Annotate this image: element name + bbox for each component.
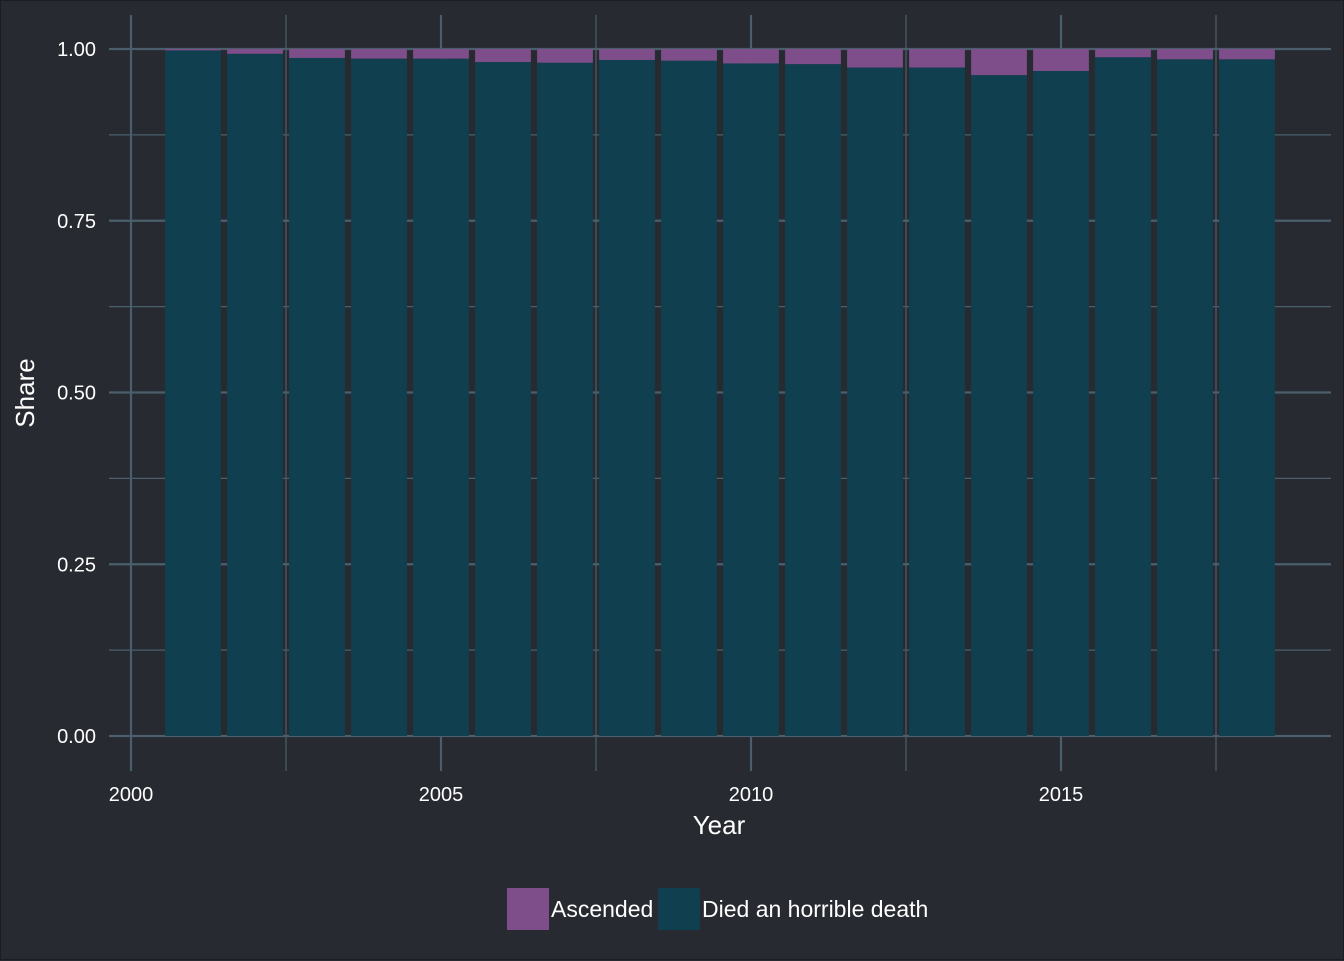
bar-died-an-horrible-death-2010: [723, 63, 779, 736]
bar-ascended-2001: [165, 49, 221, 51]
bar-ascended-2012: [847, 49, 903, 68]
y-tick-label: 0.00: [57, 726, 96, 748]
y-axis-title: Share: [10, 358, 40, 427]
bar-died-an-horrible-death-2008: [599, 59, 655, 736]
bar-ascended-2011: [785, 49, 841, 65]
bar-died-an-horrible-death-2017: [1157, 59, 1213, 737]
y-tick-label: 1.00: [57, 39, 96, 61]
bar-died-an-horrible-death-2018: [1219, 59, 1275, 737]
bar-died-an-horrible-death-2005: [413, 58, 469, 737]
bar-ascended-2003: [289, 49, 345, 58]
bar-ascended-2008: [599, 49, 655, 60]
bar-died-an-horrible-death-2016: [1095, 57, 1151, 736]
legend-label-ascended: Ascended: [551, 896, 653, 922]
bar-ascended-2014: [971, 49, 1027, 76]
bar-died-an-horrible-death-2014: [971, 75, 1027, 736]
x-tick-label: 2005: [419, 784, 464, 806]
legend-key-died-an-horrible-death: [658, 888, 700, 930]
legend-key-ascended: [507, 888, 549, 930]
bar-died-an-horrible-death-2009: [661, 60, 717, 736]
bar-ascended-2007: [537, 49, 593, 63]
bar-died-an-horrible-death-2004: [351, 58, 407, 737]
bar-died-an-horrible-death-2006: [475, 62, 531, 737]
bar-ascended-2015: [1033, 49, 1089, 71]
bar-ascended-2013: [909, 49, 965, 68]
x-tick-label: 2010: [729, 784, 774, 806]
bar-died-an-horrible-death-2013: [909, 67, 965, 736]
bar-ascended-2016: [1095, 49, 1151, 58]
legend-label-died-an-horrible-death: Died an horrible death: [702, 896, 928, 922]
bar-died-an-horrible-death-2015: [1033, 70, 1089, 736]
bar-ascended-2006: [475, 49, 531, 63]
bar-died-an-horrible-death-2001: [165, 50, 221, 736]
bar-died-an-horrible-death-2011: [785, 64, 841, 736]
bar-died-an-horrible-death-2007: [537, 62, 593, 737]
bar-ascended-2004: [351, 49, 407, 59]
bar-died-an-horrible-death-2012: [847, 67, 903, 736]
bar-ascended-2017: [1157, 49, 1213, 60]
bar-ascended-2010: [723, 49, 779, 64]
bar-ascended-2018: [1219, 49, 1275, 60]
x-axis-title: Year: [693, 810, 746, 840]
bar-died-an-horrible-death-2003: [289, 57, 345, 736]
y-tick-label: 0.50: [57, 383, 96, 405]
y-tick-label: 0.75: [57, 211, 96, 233]
bars-layer: [165, 49, 1275, 737]
legend: Ascended Died an horrible death: [507, 888, 928, 930]
tick-labels-layer: 2000 2005 2010 2015 0.00 0.25 0.50 0.75 1.00: [57, 39, 1083, 806]
y-tick-label: 0.25: [57, 554, 96, 576]
x-tick-label: 2000: [109, 784, 154, 806]
bar-died-an-horrible-death-2002: [227, 53, 283, 736]
bar-ascended-2009: [661, 49, 717, 61]
bar-ascended-2002: [227, 49, 283, 54]
bar-ascended-2005: [413, 49, 469, 59]
x-tick-label: 2015: [1039, 784, 1084, 806]
